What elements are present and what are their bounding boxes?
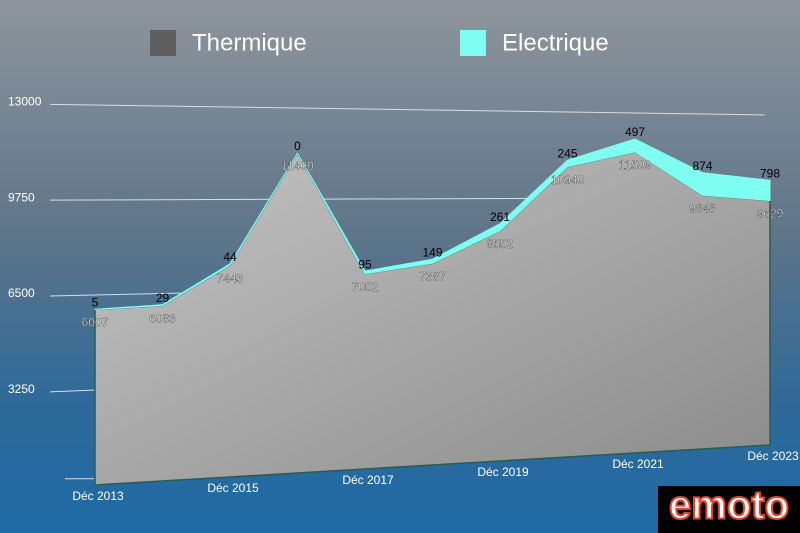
x-tick-label: Déc 2023 xyxy=(747,449,799,463)
y-tick-label: 3250 xyxy=(8,382,35,396)
data-label: 798 xyxy=(760,166,780,180)
data-label: 9848 xyxy=(689,201,716,215)
x-tick-label: Déc 2019 xyxy=(477,465,529,479)
data-label: 10940 xyxy=(551,173,585,187)
area xyxy=(94,151,771,486)
data-label: 8552 xyxy=(487,237,514,251)
data-label: 6007 xyxy=(82,316,109,330)
area xyxy=(94,138,771,310)
data-label: 29 xyxy=(156,291,170,305)
data-label: 7387 xyxy=(419,269,446,283)
legend-label: Electrique xyxy=(502,29,609,56)
x-tick-label: Déc 2021 xyxy=(612,457,664,471)
logo-box xyxy=(658,486,800,533)
legend-swatch xyxy=(460,30,486,56)
data-label: 6083 xyxy=(149,312,176,326)
data-label: 44 xyxy=(223,250,237,264)
data-label: 245 xyxy=(557,146,577,160)
y-tick-label: 13000 xyxy=(8,95,42,109)
data-label: 7052 xyxy=(352,280,379,294)
data-label: 11400 xyxy=(281,159,314,173)
data-label: 497 xyxy=(625,125,645,139)
y-tick-label: 9750 xyxy=(8,190,35,204)
data-label: 11509 xyxy=(619,158,652,172)
data-label: 5 xyxy=(92,295,99,309)
logo: emoto xyxy=(669,484,789,528)
data-label: 261 xyxy=(490,210,510,224)
legend-label: Thermique xyxy=(192,29,307,56)
data-label: 874 xyxy=(692,159,712,173)
x-tick-label: Déc 2017 xyxy=(342,473,394,487)
data-label: 0 xyxy=(294,139,301,153)
x-tick-label: Déc 2013 xyxy=(72,489,124,503)
legend-swatch xyxy=(150,30,176,56)
data-label: 149 xyxy=(422,245,442,259)
x-tick-label: Déc 2015 xyxy=(207,481,259,495)
grid-line xyxy=(49,103,766,116)
y-tick-label: 6500 xyxy=(8,286,35,300)
data-label: 9629 xyxy=(757,207,784,221)
data-label: 95 xyxy=(358,257,372,271)
data-label: 7443 xyxy=(217,271,244,285)
